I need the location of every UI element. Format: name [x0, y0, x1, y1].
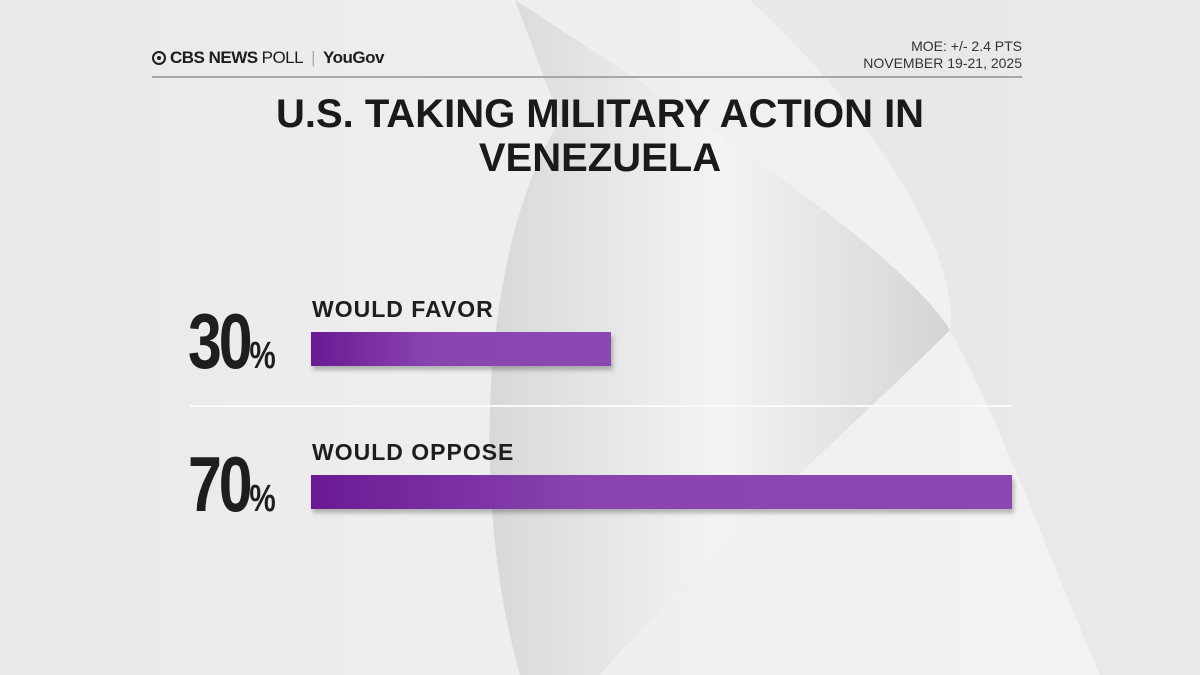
value-number: 30 — [188, 297, 253, 385]
header-rule — [152, 76, 1022, 78]
logo-cbs-news: CBS NEWS — [170, 48, 258, 67]
poll-meta: MOE: +/- 2.4 PTS NOVEMBER 19-21, 2025 — [863, 38, 1022, 72]
value-number: 70 — [188, 440, 253, 528]
chart-title: U.S. TAKING MILITARY ACTION IN VENEZUELA — [275, 92, 925, 180]
percent-sign: % — [249, 335, 276, 377]
cbs-yougov-logo: CBS NEWS POLL | YouGov — [152, 48, 384, 68]
data-label-1: 70% — [188, 439, 276, 530]
cbs-eye-icon — [152, 51, 166, 65]
poll-dates: NOVEMBER 19-21, 2025 — [863, 55, 1022, 71]
data-label-0: 30% — [188, 296, 276, 387]
logo-poll: POLL — [261, 48, 304, 67]
margin-of-error: MOE: +/- 2.4 PTS — [911, 38, 1022, 54]
bar-1 — [311, 475, 1012, 509]
category-label-0: WOULD FAVOR — [312, 296, 494, 322]
row-divider — [190, 405, 1012, 407]
bar-0 — [311, 332, 612, 366]
percent-sign: % — [249, 478, 276, 520]
logo-yougov: YouGov — [323, 48, 384, 67]
category-label-1: WOULD OPPOSE — [312, 439, 515, 465]
